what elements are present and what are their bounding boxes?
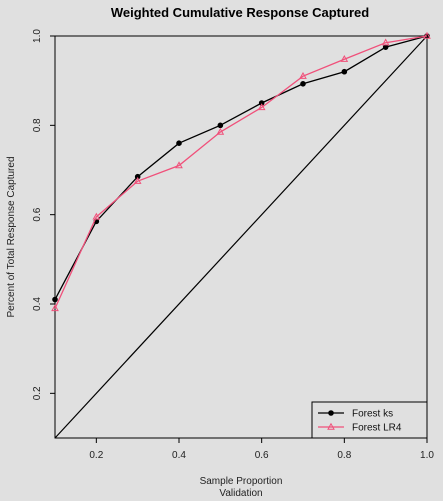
reference-layer [54,35,428,439]
data-point [257,103,266,111]
data-point [327,422,335,430]
y-tick-label: 0.8 [32,118,43,132]
data-point [299,71,307,79]
data-point [328,410,334,416]
y-tick-label: 0.2 [32,386,43,400]
x-tick-label: 1.0 [420,450,434,461]
plot-frame [54,35,428,439]
y-tick-label: 0.6 [32,207,43,221]
series-layer [51,31,431,312]
data-point [217,122,224,129]
data-point [423,31,431,39]
y-tick-label: 1.0 [32,29,43,43]
data-point [176,140,182,146]
data-point [134,173,141,180]
data-point [216,127,225,135]
x-tick-label: 0.6 [255,450,269,461]
x-axis: 0.2 0.4 0.6 0.8 1.0 [89,438,434,461]
data-point [175,161,183,169]
data-point [52,296,58,303]
x-axis-sublabel: Validation [219,488,262,499]
data-point [381,38,390,46]
data-point [258,100,265,106]
data-point [92,212,101,220]
legend-label: Forest LR4 [352,423,402,434]
series-forest-lr4 [51,31,431,312]
reference-diagonal-line [54,35,428,439]
chart-title: Weighted Cumulative Response Captured [111,5,369,20]
y-axis-label: Percent of Total Response Captured [6,156,17,317]
x-axis-label: Sample Proportion [200,476,283,487]
data-point [382,44,389,50]
data-point [133,176,142,184]
data-point [340,54,349,62]
x-tick-label: 0.4 [172,450,186,461]
legend: Forest ks Forest LR4 [311,401,428,439]
x-tick-label: 0.8 [337,450,351,461]
series-forest-ks [52,33,430,303]
series-line [54,35,428,300]
legend-label: Forest ks [352,409,393,420]
y-axis: 0.2 0.4 0.6 0.8 1.0 [32,29,55,400]
data-point [341,68,348,75]
x-tick-label: 0.2 [89,450,103,461]
series-line [54,35,428,309]
y-tick-label: 0.4 [32,297,43,311]
data-point [300,80,306,87]
data-point [51,304,59,312]
legend-box [311,401,428,439]
